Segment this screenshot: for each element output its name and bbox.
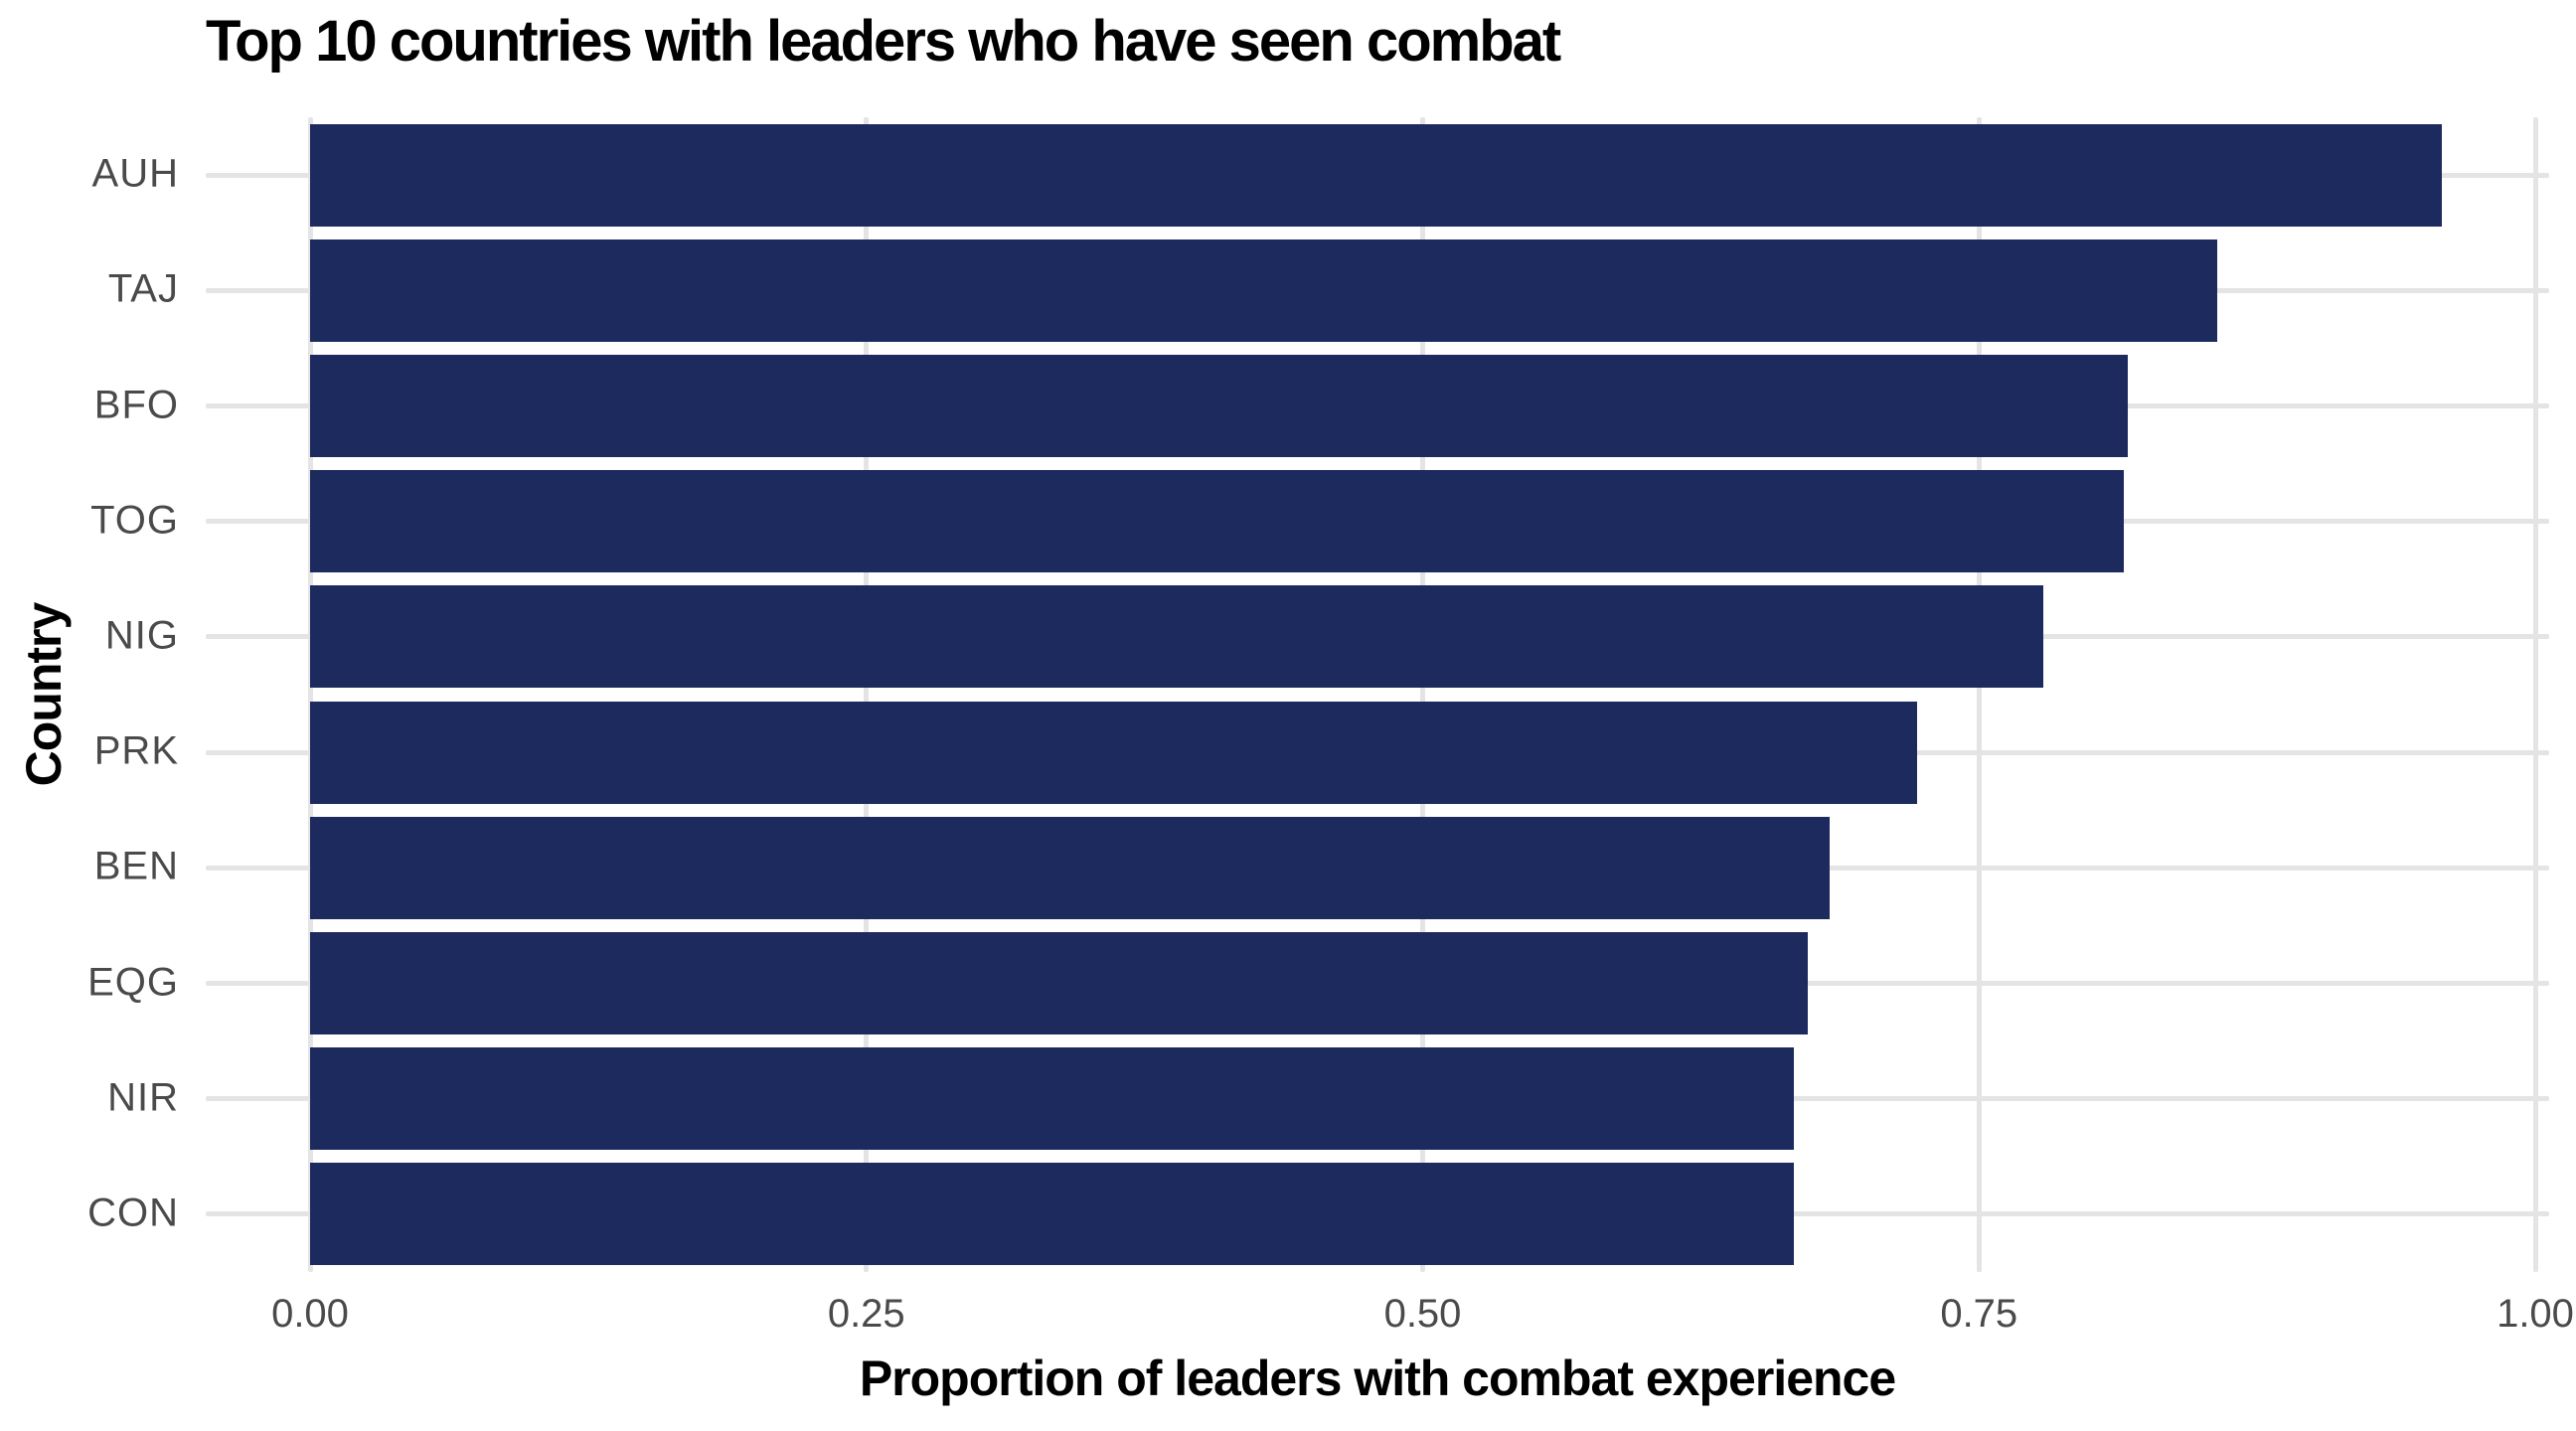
bar-BEN bbox=[310, 816, 1831, 919]
x-tick-label-0.50: 0.50 bbox=[1383, 1292, 1462, 1336]
bar-PRK bbox=[310, 701, 1917, 804]
x-tick-label-0.25: 0.25 bbox=[827, 1292, 905, 1336]
gridline-x-1.00 bbox=[2532, 117, 2538, 1272]
chart-title: Top 10 countries with leaders who have s… bbox=[206, 9, 1561, 74]
x-tick-label-0.75: 0.75 bbox=[1940, 1292, 2018, 1336]
gridline-x-0.50 bbox=[1420, 117, 1425, 1272]
y-tick-label-CON: CON bbox=[87, 1191, 179, 1235]
y-tick-label-TOG: TOG bbox=[90, 498, 179, 543]
y-tick-label-BEN: BEN bbox=[93, 844, 179, 888]
x-tick-label-1.00: 1.00 bbox=[2496, 1292, 2574, 1336]
plot-panel bbox=[206, 117, 2549, 1272]
bar-NIG bbox=[310, 585, 2044, 689]
y-tick-label-EQG: EQG bbox=[87, 960, 179, 1005]
gridline-x-0.25 bbox=[864, 117, 870, 1272]
bar-NIR bbox=[310, 1047, 1795, 1151]
y-tick-label-NIR: NIR bbox=[107, 1075, 179, 1120]
bar-AUH bbox=[310, 123, 2442, 227]
gridline-x-0.00 bbox=[307, 117, 313, 1272]
bar-BFO bbox=[310, 355, 2129, 457]
bar-CON bbox=[310, 1163, 1795, 1266]
y-tick-label-TAJ: TAJ bbox=[107, 266, 179, 311]
x-axis-title: Proportion of leaders with combat experi… bbox=[859, 1351, 1896, 1406]
gridline-x-0.75 bbox=[1976, 117, 1982, 1272]
bar-EQG bbox=[310, 932, 1808, 1034]
y-tick-label-NIG: NIG bbox=[104, 613, 179, 658]
bar-TAJ bbox=[310, 238, 2217, 342]
y-tick-label-PRK: PRK bbox=[93, 728, 179, 773]
y-tick-label-AUH: AUH bbox=[91, 151, 179, 196]
x-tick-label-0.00: 0.00 bbox=[271, 1292, 349, 1336]
bar-TOG bbox=[310, 470, 2124, 573]
y-tick-label-BFO: BFO bbox=[93, 383, 179, 427]
